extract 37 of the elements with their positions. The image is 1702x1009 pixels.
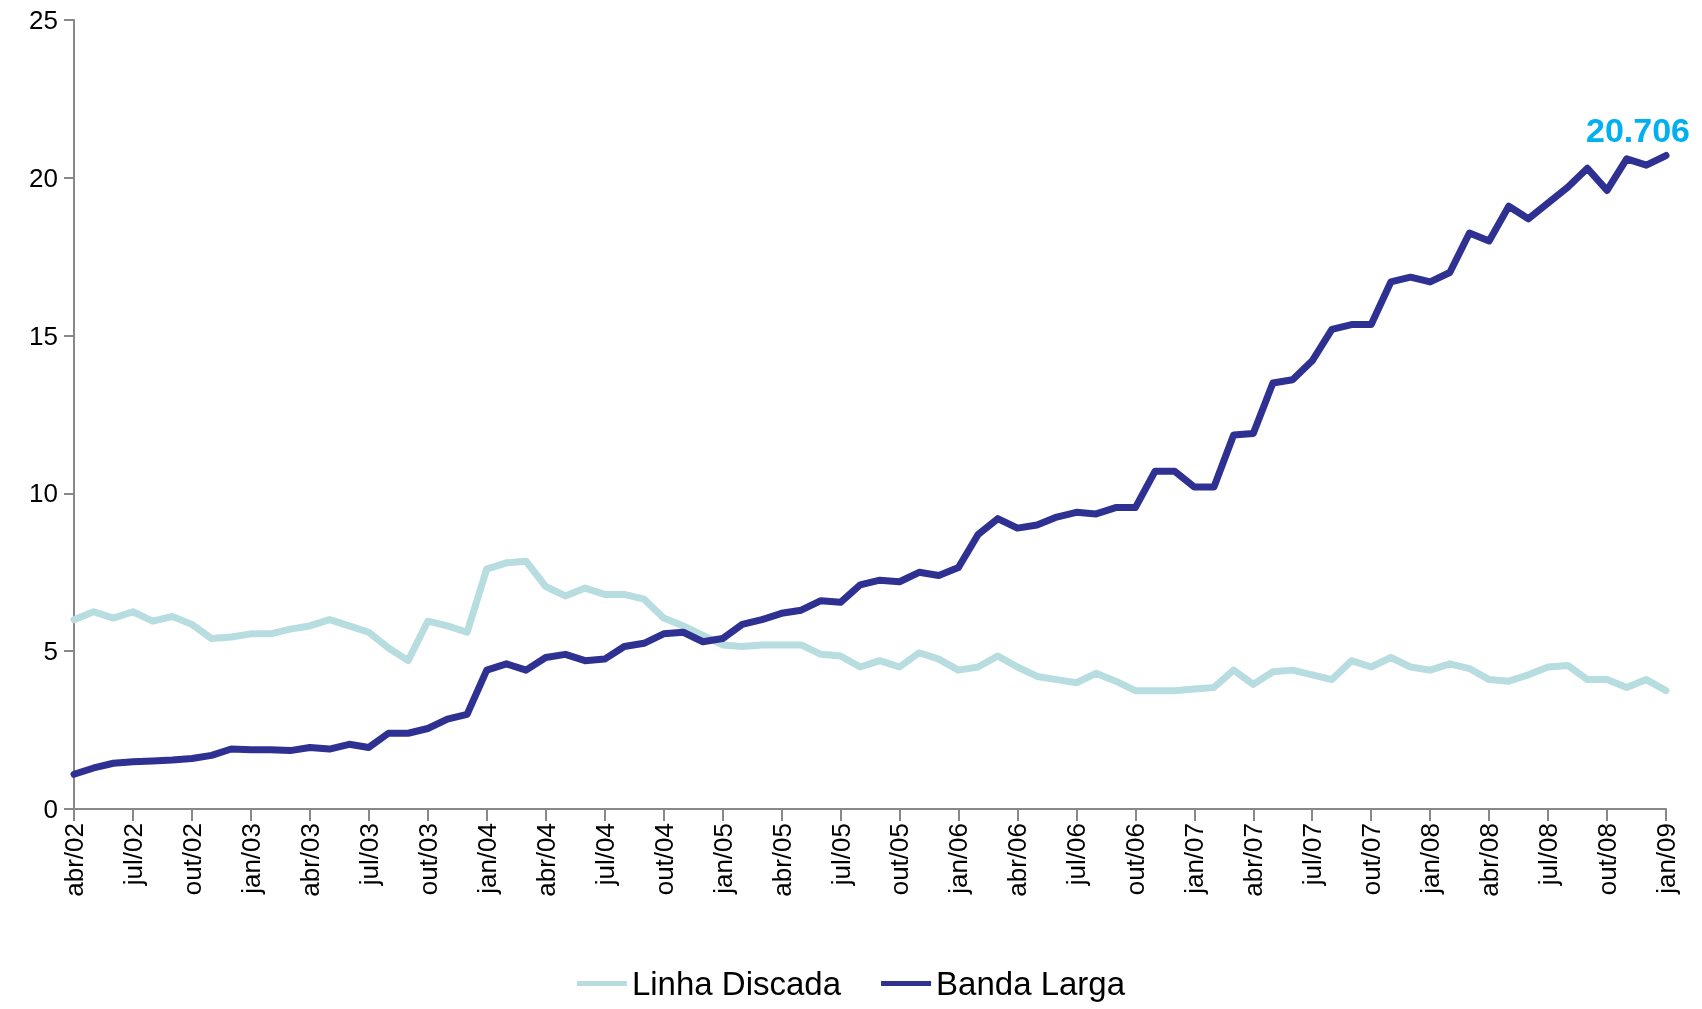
x-tick-label: out/02 — [176, 823, 207, 896]
x-tick-label: jul/05 — [825, 823, 856, 887]
x-tick-label: jan/08 — [1415, 823, 1446, 895]
x-tick-label: out/07 — [1356, 823, 1387, 896]
x-tick-label: abr/07 — [1238, 823, 1269, 897]
x-tick-label: jul/06 — [1061, 823, 1092, 887]
y-tick-label: 25 — [29, 5, 58, 35]
y-tick-label: 5 — [43, 636, 58, 667]
x-tick-label: jan/06 — [943, 823, 974, 895]
x-tick-label: out/04 — [648, 823, 679, 896]
x-tick-label: jan/03 — [235, 823, 266, 895]
y-tick-label: 0 — [43, 794, 58, 824]
x-tick-label: jul/07 — [1297, 823, 1328, 887]
x-tick-label: jan/09 — [1651, 823, 1681, 895]
x-tick-label: out/05 — [884, 823, 915, 896]
x-tick-label: abr/05 — [766, 823, 797, 897]
x-tick-label: abr/03 — [294, 823, 325, 897]
x-tick-label: jan/07 — [1179, 823, 1210, 895]
x-tick-label: jul/02 — [117, 823, 148, 887]
x-tick-label: abr/08 — [1474, 823, 1505, 897]
y-tick-label: 20 — [29, 162, 58, 193]
x-tick-label: abr/02 — [59, 823, 89, 897]
legend-label: Banda Larga — [936, 965, 1126, 1002]
x-tick-label: out/08 — [1592, 823, 1623, 896]
x-tick-label: jul/04 — [589, 823, 620, 887]
x-tick-label: abr/04 — [530, 823, 561, 897]
x-tick-label: jul/08 — [1533, 823, 1564, 887]
x-tick-label: jan/05 — [707, 823, 738, 895]
y-tick-label: 10 — [29, 478, 58, 509]
x-tick-label: abr/06 — [1002, 823, 1033, 897]
x-tick-label: out/06 — [1120, 823, 1151, 896]
x-tick-label: jul/03 — [353, 823, 384, 887]
y-tick-label: 15 — [29, 320, 58, 351]
legend-label: Linha Discada — [631, 965, 842, 1002]
data-label: 20.706 — [1586, 110, 1690, 149]
x-tick-label: out/03 — [412, 823, 443, 896]
x-tick-label: jan/04 — [471, 823, 502, 895]
